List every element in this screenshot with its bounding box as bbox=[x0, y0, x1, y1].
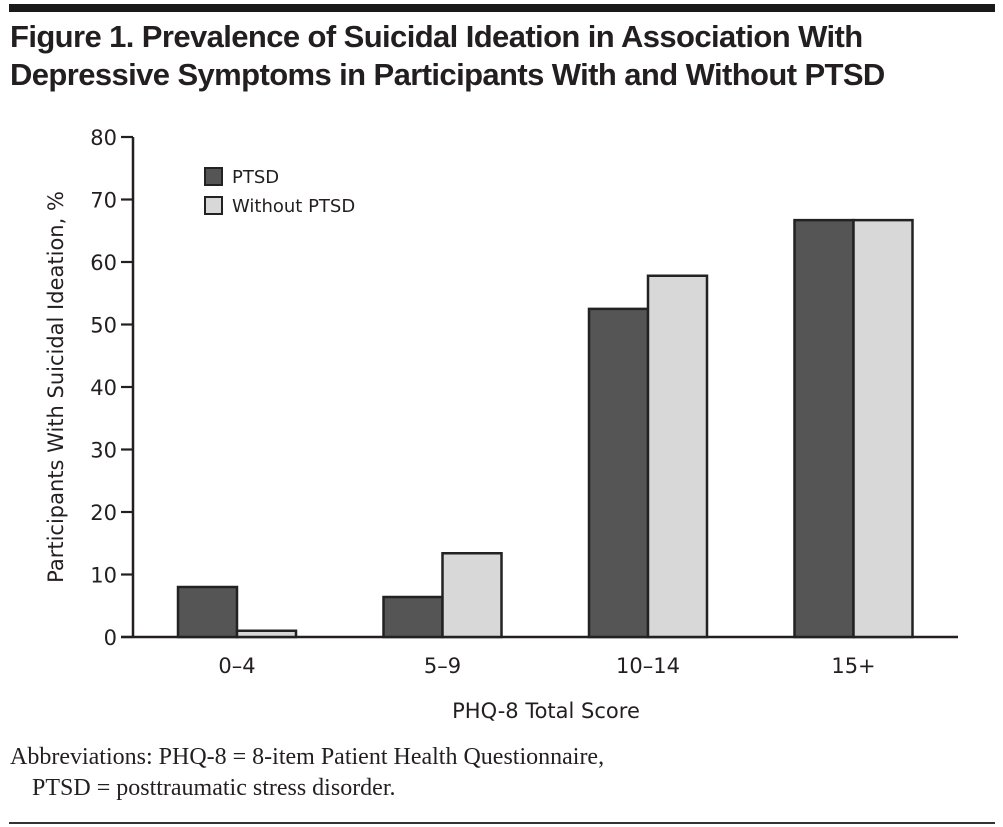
bars bbox=[176, 218, 914, 639]
footnote-line-2: PTSD = posttraumatic stress disorder. bbox=[32, 775, 396, 801]
legend-swatch-ptsd bbox=[204, 167, 223, 186]
bar-without-ptsd-0 bbox=[235, 629, 298, 639]
top-rule bbox=[9, 4, 995, 12]
figure-title-line-2: Depressive Symptoms in Participants With… bbox=[10, 57, 885, 92]
y-axis-title: Participants With Suicidal Ideation, % bbox=[44, 191, 68, 583]
legend-label-without-ptsd: Without PTSD bbox=[232, 196, 355, 217]
bar-ptsd-2 bbox=[587, 307, 650, 639]
bar-ptsd-1 bbox=[382, 595, 444, 639]
legend-swatch-without-ptsd bbox=[204, 196, 223, 215]
x-tick-label: 0–4 bbox=[218, 654, 255, 678]
y-tick-label: 60 bbox=[90, 251, 117, 275]
y-axis: 0 10 20 30 40 50 60 70 80 bbox=[90, 126, 135, 650]
y-tick-label: 80 bbox=[90, 126, 117, 150]
footnote: Abbreviations: PHQ-8 = 8-item Patient He… bbox=[10, 742, 990, 804]
y-tick-label: 70 bbox=[90, 189, 117, 213]
figure-title: Figure 1. Prevalence of Suicidal Ideatio… bbox=[10, 18, 1000, 94]
bar-without-ptsd-3 bbox=[852, 218, 914, 639]
bar-without-ptsd-1 bbox=[441, 552, 503, 639]
y-tick-label: 30 bbox=[90, 439, 117, 463]
x-tick-label: 15+ bbox=[831, 654, 875, 678]
x-tick-label: 5–9 bbox=[424, 654, 461, 678]
y-tick-label: 10 bbox=[90, 564, 117, 588]
bar-ptsd-3 bbox=[793, 218, 855, 639]
legend-label-ptsd: PTSD bbox=[232, 167, 279, 188]
figure-title-line-1: Figure 1. Prevalence of Suicidal Ideatio… bbox=[10, 19, 863, 54]
y-tick-label: 50 bbox=[90, 314, 117, 338]
bar-without-ptsd-2 bbox=[646, 274, 709, 639]
y-tick-label: 20 bbox=[90, 501, 117, 525]
legend: PTSD Without PTSD bbox=[204, 167, 355, 217]
bar-ptsd-0 bbox=[176, 585, 239, 639]
bottom-rule bbox=[9, 822, 995, 824]
y-tick-label: 0 bbox=[104, 626, 117, 650]
footnote-line-1: Abbreviations: PHQ-8 = 8-item Patient He… bbox=[10, 744, 605, 770]
x-axis-title: PHQ-8 Total Score bbox=[452, 699, 640, 723]
x-tick-label: 10–14 bbox=[616, 654, 680, 678]
y-tick-label: 40 bbox=[90, 376, 117, 400]
category-labels: 0–4 5–9 10–14 15+ bbox=[218, 654, 875, 678]
